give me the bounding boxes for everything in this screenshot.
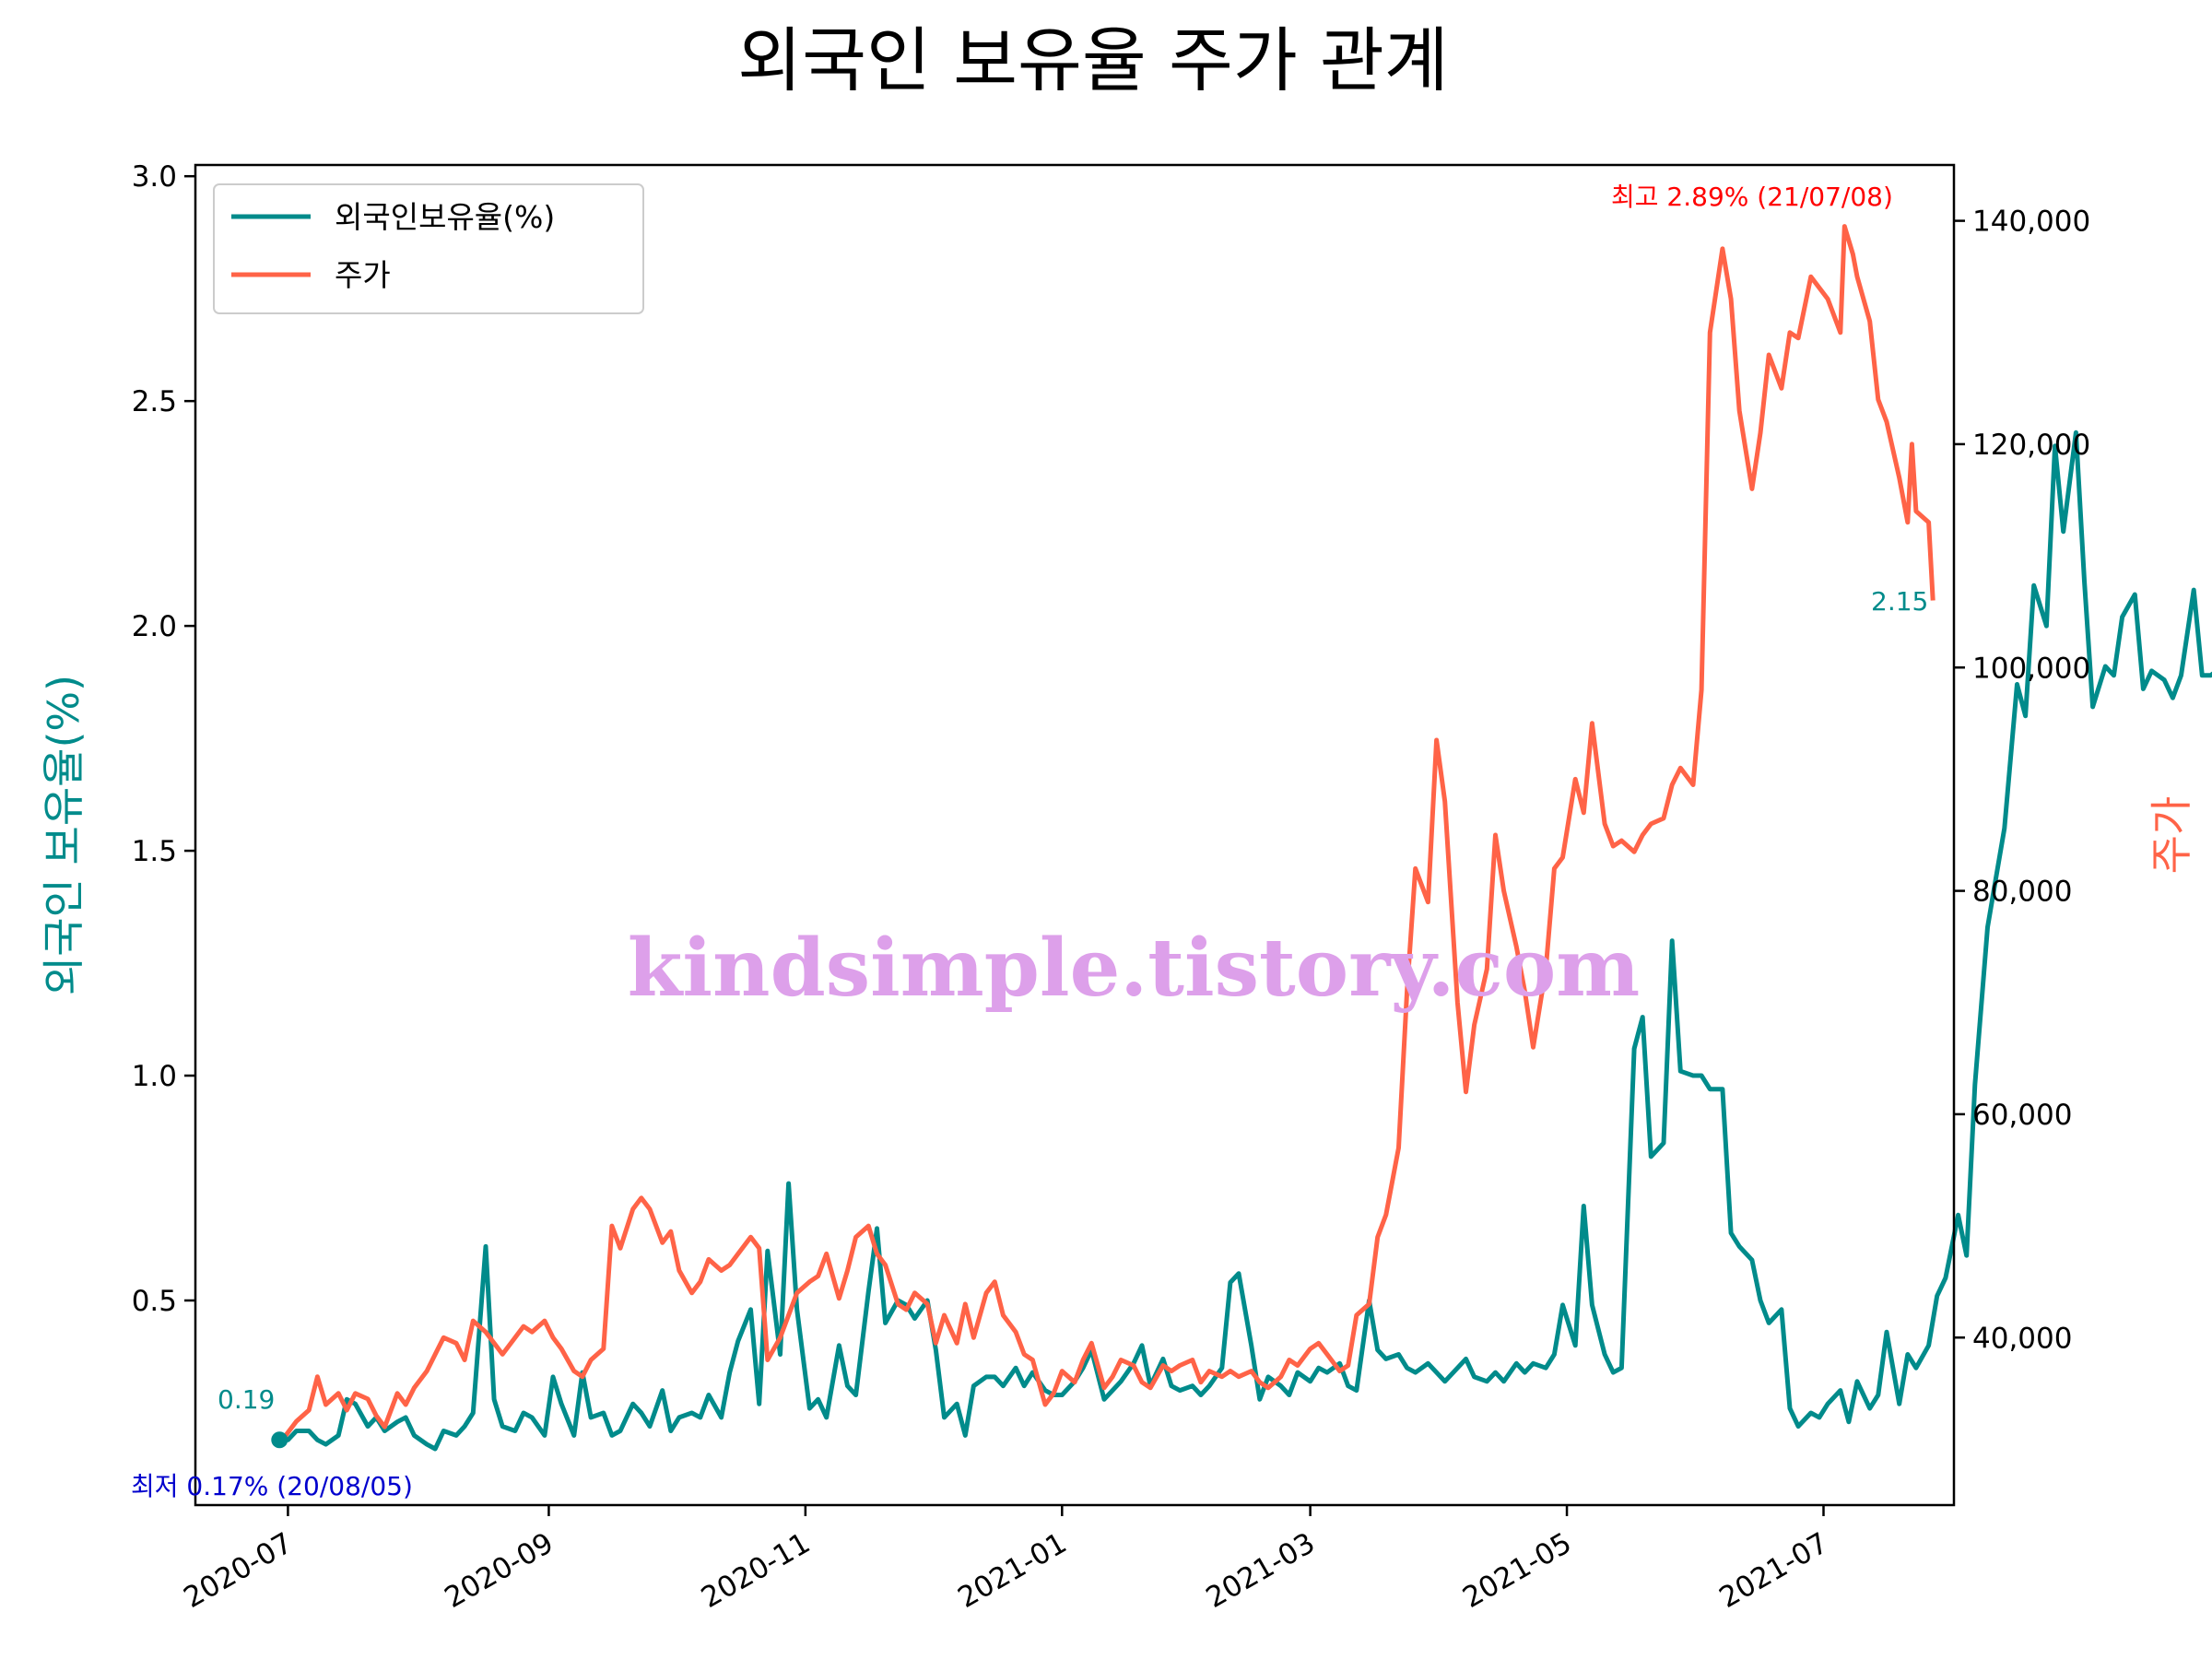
- plot-area: [271, 224, 2212, 1452]
- x-tick-label: 2021-07: [1714, 1526, 1834, 1615]
- x-axis: 2020-07 2020-09 2020-11 2021-01 2021-03 2021-…: [178, 1505, 1834, 1615]
- legend-box: [213, 183, 644, 314]
- chart-title: 외국인 보유율 주가 관계: [737, 19, 1449, 101]
- plot-frame: [194, 163, 1956, 1507]
- x-tick-label: 2020-07: [178, 1526, 298, 1615]
- y-right-tick-label: 120,000: [1972, 429, 2090, 462]
- y-right-tick-label: 100,000: [1972, 652, 2090, 685]
- series-line-price: [277, 224, 1936, 1445]
- x-tick-label: 2020-11: [696, 1526, 816, 1615]
- end-value-annotation: 2.15: [1871, 586, 1928, 617]
- series-line-foreign-ratio: [279, 429, 2212, 1452]
- min-annotation: 최저 0.17% (20/08/05): [131, 1471, 413, 1501]
- x-tick-label: 2021-03: [1201, 1526, 1321, 1615]
- y-left-tick-label: 0.5: [132, 1285, 177, 1318]
- y-axis-right-label: 주가: [2147, 796, 2196, 875]
- y-axis-left: 0.5 1.0 1.5 2.0 2.5 3.0: [132, 160, 195, 1318]
- watermark: kindsimple.tistory.com: [628, 922, 1640, 1015]
- y-right-tick-label: 140,000: [1972, 206, 2090, 239]
- legend: 외국인보유율(%) 주가: [213, 183, 644, 314]
- y-axis-right: 40,000 60,000 80,000 100,000 120,000 140,000: [1954, 206, 2090, 1355]
- start-point-marker: [271, 1431, 288, 1449]
- start-value-annotation: 0.19: [218, 1384, 275, 1415]
- y-left-tick-label: 3.0: [132, 160, 177, 194]
- y-right-tick-label: 60,000: [1972, 1099, 2072, 1132]
- legend-label-price: 주가: [335, 257, 391, 293]
- y-left-tick-label: 1.5: [132, 835, 177, 868]
- x-tick-label: 2021-05: [1457, 1526, 1577, 1615]
- y-right-tick-label: 40,000: [1972, 1322, 2072, 1355]
- x-tick-label: 2020-09: [439, 1526, 559, 1615]
- max-annotation: 최고 2.89% (21/07/08): [1611, 182, 1893, 212]
- y-right-tick-label: 80,000: [1972, 876, 2072, 909]
- y-axis-left-label: 외국인 보유율(%): [39, 675, 88, 995]
- legend-label-foreign: 외국인보유율(%): [335, 199, 555, 235]
- y-left-tick-label: 1.0: [132, 1060, 177, 1093]
- y-left-tick-label: 2.0: [132, 610, 177, 643]
- y-left-tick-label: 2.5: [132, 385, 177, 418]
- x-tick-label: 2021-01: [952, 1526, 1072, 1615]
